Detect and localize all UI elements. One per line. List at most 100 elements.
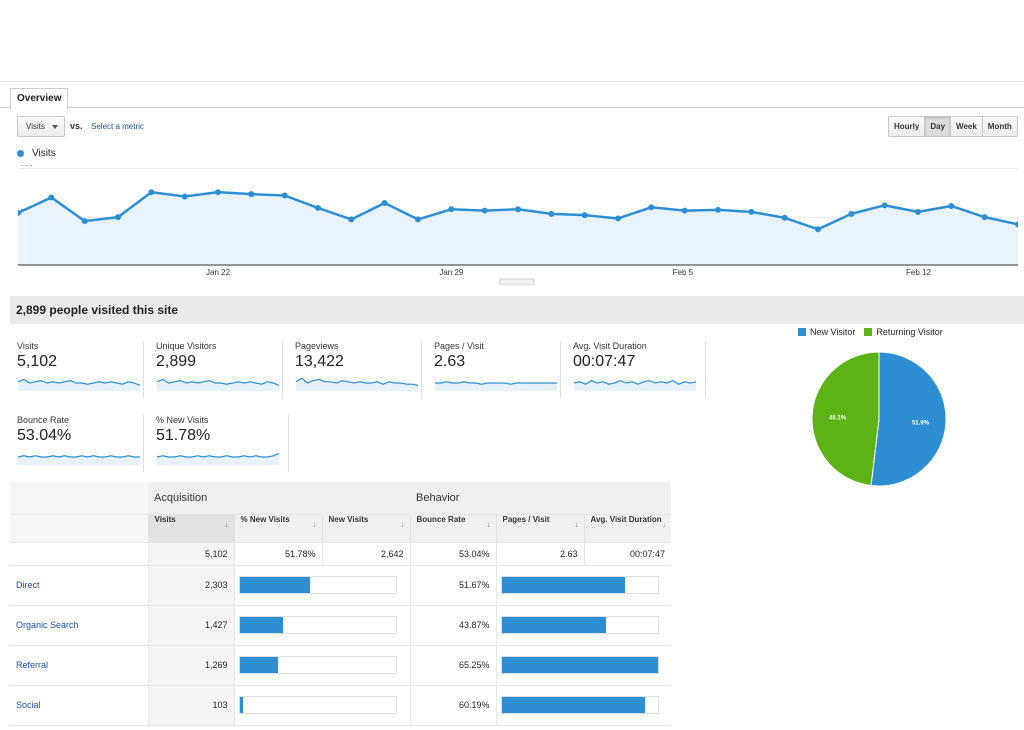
metric-label: Visits: [17, 341, 39, 351]
visits-bar-track: [238, 576, 397, 594]
chart-legend: Visits: [17, 148, 56, 159]
total-pct-new-visits: 51.78%: [233, 542, 322, 566]
metric-dropdown[interactable]: Visits: [17, 116, 65, 137]
sparkline: [295, 377, 419, 391]
data-point: [148, 189, 155, 196]
data-point: [781, 214, 788, 221]
bounce-bar-cell: [495, 645, 672, 686]
metric-tile-pageviews[interactable]: Pageviews 13,422: [295, 341, 422, 398]
channel-link-organic-search[interactable]: Organic Search: [10, 605, 148, 646]
day-button[interactable]: Day: [925, 117, 952, 136]
chart-resize-handle: [499, 278, 535, 285]
totals-row: 5,102 51.78% 2,642 53.04% 2.63 00:07:47: [10, 542, 672, 566]
data-point: [348, 216, 355, 223]
select-metric-link[interactable]: Select a metric: [91, 122, 144, 131]
sparkline-area: [18, 455, 140, 465]
sort-icon: ↓: [486, 519, 491, 529]
bounce-bar: [501, 617, 607, 633]
metric-label: Pageviews: [295, 341, 339, 351]
x-tick-label: Feb 5: [673, 268, 694, 277]
total-new-visits: 2,642: [321, 542, 410, 566]
legend-new-visitor: New Visitor: [810, 327, 856, 337]
tab-overview[interactable]: Overview: [10, 88, 69, 110]
metric-tile-pages-visit[interactable]: Pages / Visit 2.63: [434, 341, 561, 398]
col-new-visits[interactable]: New Visits ↓: [321, 514, 410, 543]
data-point: [615, 215, 621, 222]
metric-tile-bounce-rate[interactable]: Bounce Rate 53.04%: [17, 415, 144, 472]
data-point: [581, 212, 588, 219]
group-header-row: Acquisition Behavior: [10, 482, 672, 515]
legend-returning-visitor: Returning Visitor: [876, 327, 943, 337]
sparkline: [156, 378, 280, 391]
data-point: [981, 214, 988, 221]
channel-link-referral[interactable]: Referral: [10, 645, 148, 686]
row-visits: 1,427: [147, 605, 234, 646]
table-row: Referral 1,269 65.25%: [10, 645, 672, 686]
sparkline-area: [296, 378, 418, 391]
visits-bar: [239, 617, 284, 633]
pie-slice: [870, 351, 947, 487]
sparkline-line: [17, 455, 140, 458]
week-button[interactable]: Week: [951, 117, 983, 136]
metric-value: 5,102: [17, 353, 58, 370]
data-point: [248, 191, 255, 198]
hourly-button[interactable]: Hourly: [889, 117, 926, 136]
col-pages-visit[interactable]: Pages / Visit ↓: [495, 514, 584, 543]
metric-value: 13,422: [295, 353, 344, 370]
col-pct-new-visits[interactable]: % New Visits ↓: [233, 514, 322, 543]
metric-tile-unique-visitors[interactable]: Unique Visitors 2,899: [156, 341, 283, 398]
chevron-down-icon: [52, 125, 58, 129]
visits-bar-track: [238, 696, 397, 714]
data-point: [915, 208, 921, 215]
row-bounce-rate: 43.87%: [409, 605, 496, 646]
tab-bar: Overview: [0, 81, 1024, 110]
visits-bar: [239, 657, 279, 673]
visits-bar-track: [238, 616, 397, 634]
pie-slice-label: 51.9%: [912, 420, 930, 426]
pie-legend: New Visitor Returning Visitor: [798, 327, 943, 337]
data-point: [648, 204, 655, 211]
data-point: [181, 193, 188, 200]
group-header-blank: [10, 482, 148, 515]
visits-bar: [239, 697, 243, 713]
data-point: [115, 214, 121, 221]
legend-swatch-icon: [864, 328, 873, 336]
bounce-bar-track: [500, 656, 659, 674]
bounce-bar-track: [500, 576, 659, 594]
col-visits[interactable]: Visits ↓: [147, 514, 234, 543]
granularity-toggle: Hourly Day Week Month: [888, 116, 1018, 137]
sparkline-line: [17, 378, 141, 386]
metric-tile-visits[interactable]: Visits 5,102: [17, 341, 144, 398]
visits-bar-cell: [233, 645, 410, 686]
col-bounce-rate[interactable]: Bounce Rate ↓: [409, 514, 496, 543]
col-avg-visit-duration[interactable]: Avg. Visit Duration ↓: [583, 514, 672, 543]
data-point: [748, 208, 755, 215]
metric-value: 53.04%: [17, 427, 72, 444]
data-point: [681, 207, 688, 214]
pie-slice: [811, 351, 880, 487]
data-point: [515, 206, 521, 213]
channel-link-direct[interactable]: Direct: [10, 565, 148, 606]
sort-icon: ↓: [574, 519, 579, 529]
bounce-bar: [501, 697, 646, 713]
bounce-bar: [501, 577, 625, 593]
metric-tile-avg-visit-duration[interactable]: Avg. Visit Duration 00:07:47: [573, 341, 706, 398]
data-point: [18, 209, 21, 216]
data-point: [415, 216, 421, 223]
channel-report-table: Acquisition Behavior Visits ↓ % New Visit…: [10, 482, 672, 726]
channel-link-social[interactable]: Social: [10, 685, 148, 726]
table-row: Organic Search 1,427 43.87%: [10, 605, 672, 646]
data-point: [315, 204, 321, 211]
bounce-bar-track: [500, 616, 659, 634]
sparkline-area: [574, 380, 696, 391]
month-button[interactable]: Month: [982, 117, 1017, 136]
metric-tile-pct-new-visits[interactable]: % New Visits 51.78%: [156, 415, 289, 472]
total-avg-visit-duration: 00:07:47: [583, 542, 672, 566]
visits-bar-cell: [233, 565, 410, 606]
row-visits: 2,303: [147, 565, 234, 606]
sparkline-line: [435, 381, 557, 385]
column-header-row: Visits ↓ % New Visits ↓ New Visits ↓ Bounce…: [10, 514, 672, 543]
metric-label: Unique Visitors: [156, 341, 217, 351]
row-bounce-rate: 51.67%: [409, 565, 496, 606]
data-point: [1015, 221, 1018, 228]
